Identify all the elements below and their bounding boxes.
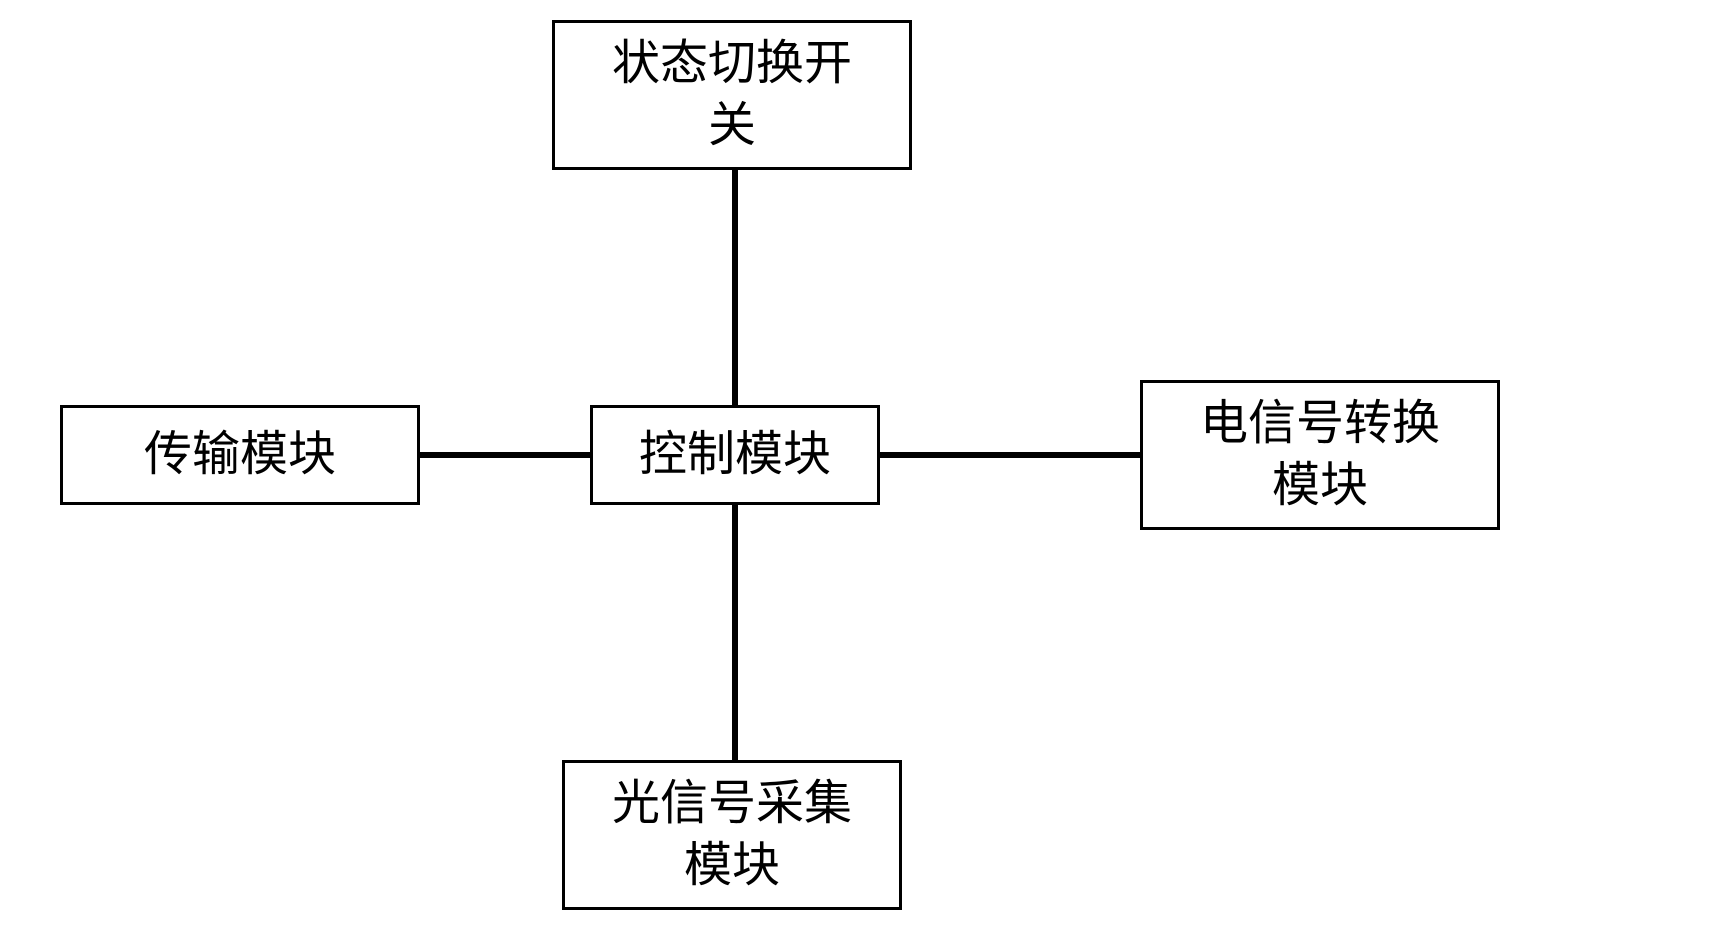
edge-top-center xyxy=(732,170,738,405)
node-center-label: 控制模块 xyxy=(639,424,831,486)
edge-left-center xyxy=(420,452,590,458)
node-top: 状态切换开关 xyxy=(552,20,912,170)
node-top-label: 状态切换开关 xyxy=(612,33,852,158)
node-center: 控制模块 xyxy=(590,405,880,505)
node-left-label: 传输模块 xyxy=(144,424,336,486)
node-left: 传输模块 xyxy=(60,405,420,505)
node-bottom: 光信号采集模块 xyxy=(562,760,902,910)
node-right-label: 电信号转换模块 xyxy=(1200,393,1440,518)
edge-center-bottom xyxy=(732,505,738,760)
diagram-container: 状态切换开关 传输模块 控制模块 电信号转换模块 光信号采集模块 xyxy=(0,0,1735,935)
edge-center-right xyxy=(880,452,1140,458)
node-right: 电信号转换模块 xyxy=(1140,380,1500,530)
node-bottom-label: 光信号采集模块 xyxy=(612,773,852,898)
